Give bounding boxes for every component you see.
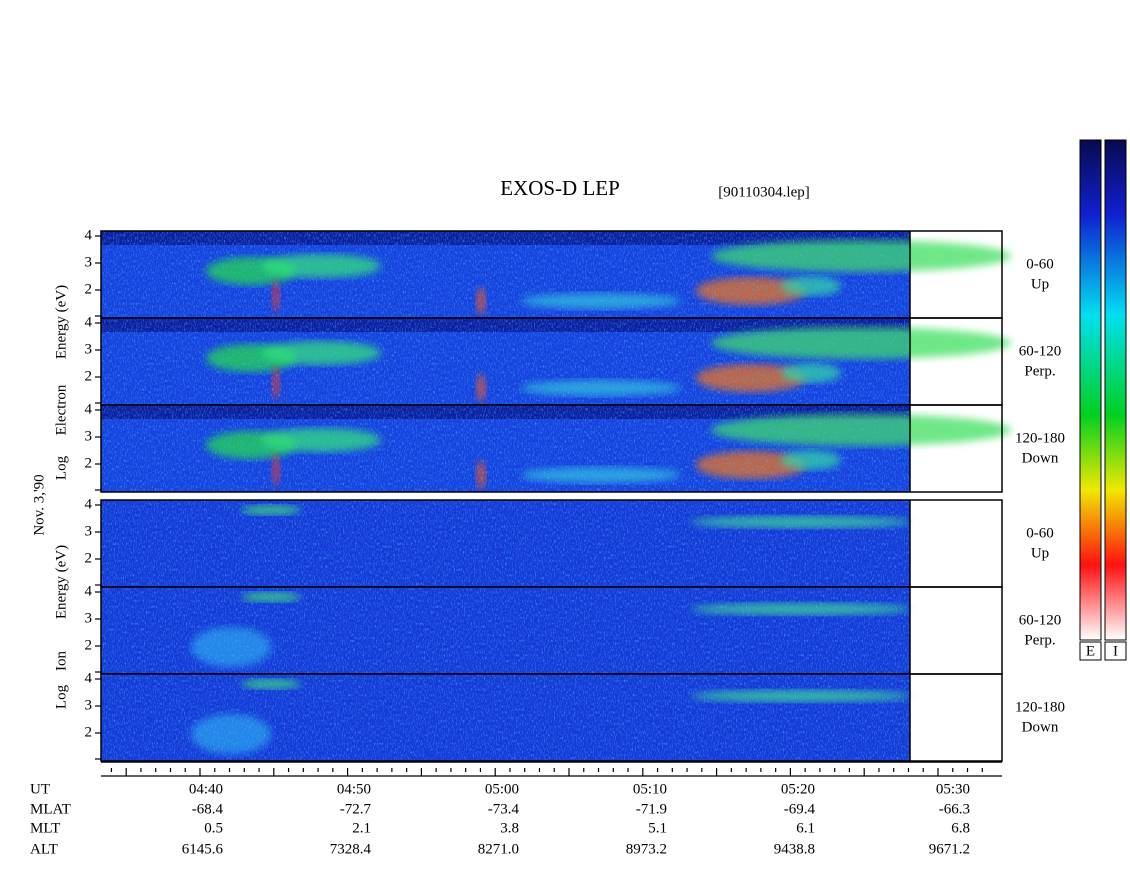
row-value: 6.8 [951, 820, 970, 836]
row-value: -71.9 [636, 801, 667, 817]
row-value: 2.1 [352, 820, 371, 836]
row-value: 8973.2 [626, 841, 667, 857]
spectrogram-noise [101, 674, 910, 761]
axis-label: Energy (eV) [53, 285, 69, 359]
y-tick-label: 4 [85, 583, 93, 599]
row-value: 6145.6 [182, 841, 224, 857]
axis-label: Log [53, 684, 69, 709]
spectrogram-noise [101, 587, 910, 674]
y-tick-label: 3 [85, 610, 93, 626]
time-label: 05:00 [485, 781, 519, 797]
colorbar-label-box [1104, 641, 1127, 661]
row-name: MLT [30, 820, 60, 836]
y-tick-label: 2 [85, 724, 93, 740]
direction: Up [1031, 276, 1049, 292]
y-tick-label: 3 [85, 523, 93, 539]
row-value: -73.4 [488, 801, 520, 817]
pitch-angle: 0-60 [1026, 256, 1054, 272]
time-label: 04:50 [337, 781, 371, 797]
axis-label: Energy (eV) [53, 545, 69, 619]
pitch-angle: 0-60 [1026, 525, 1054, 541]
y-tick-label: 4 [85, 401, 93, 417]
colorbar-label: I [1113, 643, 1118, 659]
y-tick-label: 4 [85, 670, 93, 686]
row-name: UT [30, 781, 50, 797]
row-value: 9671.2 [929, 841, 970, 857]
y-tick-label: 2 [85, 550, 93, 566]
axis-label: Log [53, 455, 69, 480]
time-label: 05:30 [936, 781, 970, 797]
row-value: 5.1 [648, 820, 667, 836]
y-tick-label: 4 [85, 496, 93, 512]
direction: Down [1022, 450, 1059, 466]
file-name: [90110304.lep] [718, 184, 810, 200]
axis-label: Ion [53, 651, 69, 671]
row-value: 0.5 [204, 820, 223, 836]
direction: Perp. [1024, 632, 1055, 648]
y-tick-label: 2 [85, 455, 93, 471]
row-value: 8271.0 [478, 841, 519, 857]
row-value: -66.3 [939, 801, 970, 817]
row-name: ALT [30, 841, 58, 857]
y-tick-label: 3 [85, 428, 93, 444]
pitch-angle: 60-120 [1019, 343, 1062, 359]
direction: Perp. [1024, 363, 1055, 379]
pitch-angle: 60-120 [1019, 612, 1062, 628]
colorbar [1079, 139, 1102, 641]
pitch-angle: 120-180 [1015, 430, 1065, 446]
y-tick-label: 4 [85, 227, 93, 243]
axis-label: Electron [53, 384, 69, 435]
y-tick-label: 3 [85, 254, 93, 270]
row-value: 3.8 [500, 820, 519, 836]
spectrogram-noise [101, 405, 910, 492]
spectrogram-noise [101, 318, 910, 405]
spectrogram-noise [101, 231, 910, 318]
row-value: 6.1 [796, 820, 815, 836]
panel-frame [100, 404, 1003, 493]
time-label: 05:10 [633, 781, 667, 797]
row-value: -72.7 [340, 801, 372, 817]
y-tick-label: 2 [85, 368, 93, 384]
spectrogram-noise [101, 500, 910, 587]
row-value: 7328.4 [330, 841, 372, 857]
colorbars: E I [1079, 139, 1127, 661]
y-tick-label: 2 [85, 637, 93, 653]
row-name: MLAT [30, 801, 71, 817]
row-value: -69.4 [784, 801, 816, 817]
y-tick-label: 4 [85, 314, 93, 330]
direction: Down [1022, 719, 1059, 735]
direction: Up [1031, 545, 1049, 561]
time-label: 05:20 [781, 781, 815, 797]
colorbar-label-box [1079, 641, 1102, 661]
panel-frame [100, 673, 1003, 762]
row-value: 9438.8 [774, 841, 815, 857]
title: EXOS-D LEP [500, 176, 620, 200]
colorbar-label: E [1086, 643, 1095, 659]
y-tick-label: 3 [85, 341, 93, 357]
time-label: 04:40 [189, 781, 223, 797]
y-tick-label: 2 [85, 281, 93, 297]
colorbar [1104, 139, 1127, 641]
y-tick-label: 3 [85, 697, 93, 713]
row-value: -68.4 [192, 801, 224, 817]
pitch-angle: 120-180 [1015, 699, 1065, 715]
date: Nov. 3,'90 [31, 474, 47, 535]
